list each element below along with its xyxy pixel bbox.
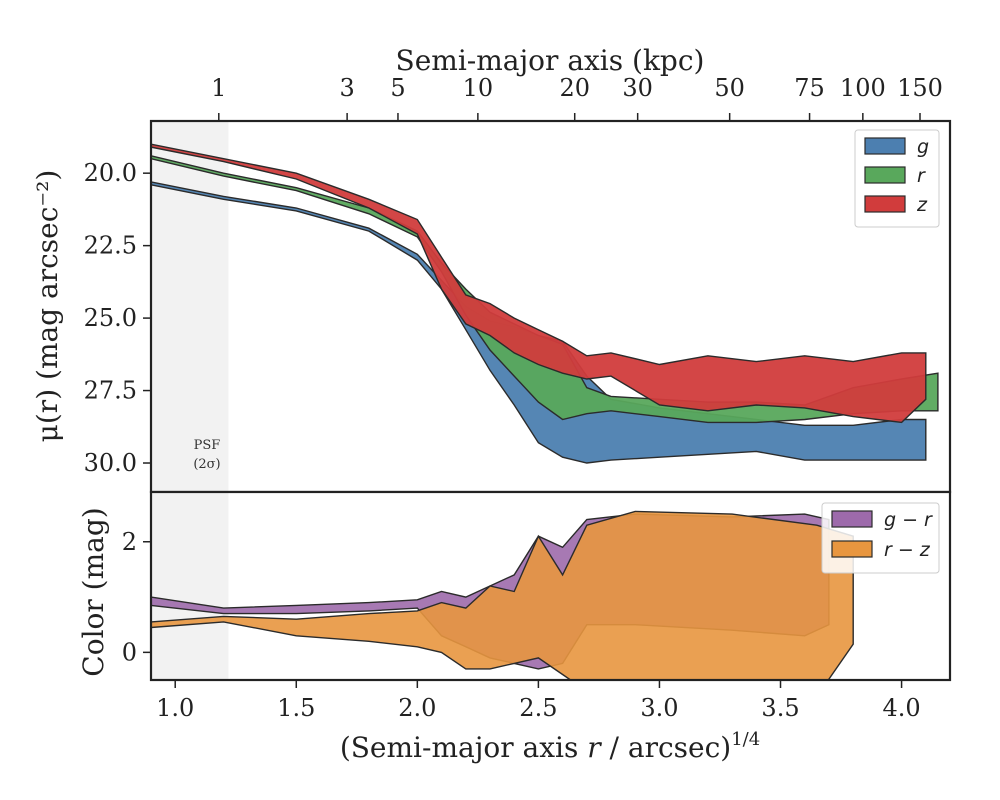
legend-swatch <box>864 166 906 184</box>
top-x-axis-title: Semi-major axis (kpc) <box>396 44 705 77</box>
band-rz <box>151 510 854 680</box>
bottom-x-tick-label: 3.5 <box>761 694 799 722</box>
bottom-panel-frame <box>149 490 952 682</box>
top-legend: grz <box>854 129 940 228</box>
psf-shade-bottom <box>151 492 229 680</box>
top-y-axis: 20.0 22.5 25.0 27.5 30.0 <box>84 159 151 477</box>
legend-swatch <box>864 137 906 155</box>
bottom-y-tick-label: 2 <box>122 528 137 556</box>
kpc-tick-label: 150 <box>897 74 943 102</box>
band-z <box>151 143 927 424</box>
bottom-x-tick-label: 1.5 <box>277 694 315 722</box>
legend-label: g <box>917 136 929 158</box>
kpc-tick-label: 1 <box>211 74 226 102</box>
top-series-group <box>151 143 939 464</box>
bottom-x-tick-label: 1.0 <box>156 694 194 722</box>
bottom-x-axis: 1.0 1.5 2.0 2.5 3.0 3.5 4.0 <box>156 680 921 722</box>
legend-swatch <box>831 540 873 558</box>
top-y-tick-label: 20.0 <box>84 159 137 187</box>
top-kpc-axis: 1 3 5 10 20 30 50 75 100 150 <box>211 74 943 121</box>
top-y-tick-label: 22.5 <box>84 232 137 260</box>
bottom-x-tick-label: 2.5 <box>519 694 557 722</box>
psf-label-line1: PSF <box>194 438 221 453</box>
bottom-series-group <box>151 510 854 680</box>
bottom-legend: g − r r − z <box>821 502 940 574</box>
kpc-tick-label: 5 <box>390 74 405 102</box>
bottom-y-tick-label: 0 <box>122 638 137 666</box>
top-y-tick-label: 30.0 <box>84 449 137 477</box>
color-panel: 02 1.0 1.5 2.0 2.5 3.0 3.5 4.0 (Semi-major axi… <box>77 490 952 764</box>
surface-brightness-panel: PSF (2σ) 20.0 22.5 25.0 27.5 30.0 1 3 5 10 20 30 5… <box>31 44 952 494</box>
kpc-tick-label: 3 <box>339 74 354 102</box>
kpc-tick-label: 100 <box>840 74 886 102</box>
kpc-tick-label: 10 <box>463 74 494 102</box>
legend-swatch <box>831 510 873 528</box>
top-y-tick-label: 25.0 <box>84 304 137 332</box>
legend-swatch <box>864 195 906 213</box>
bottom-x-tick-label: 4.0 <box>882 694 920 722</box>
top-y-tick-label: 27.5 <box>84 377 137 405</box>
legend-label: z <box>916 194 928 216</box>
kpc-tick-label: 20 <box>559 74 590 102</box>
kpc-tick-label: 50 <box>714 74 745 102</box>
legend-label: r <box>917 165 926 187</box>
top-y-axis-title: μ(r) (mag arcsec⁻²) <box>31 170 64 443</box>
bottom-x-tick-label: 2.0 <box>398 694 436 722</box>
legend-label: r − z <box>884 539 931 561</box>
bottom-y-axis: 02 <box>122 528 151 666</box>
bottom-x-tick-label: 3.0 <box>640 694 678 722</box>
bottom-y-axis-title: Color (mag) <box>77 507 110 676</box>
psf-label-line2: (2σ) <box>193 457 220 472</box>
kpc-tick-label: 30 <box>622 74 653 102</box>
psf-shade-top <box>151 121 229 492</box>
kpc-tick-label: 75 <box>794 74 825 102</box>
bottom-x-axis-title: (Semi-major axis r / arcsec)1/4 <box>340 729 760 764</box>
legend-label: g − r <box>884 509 933 531</box>
